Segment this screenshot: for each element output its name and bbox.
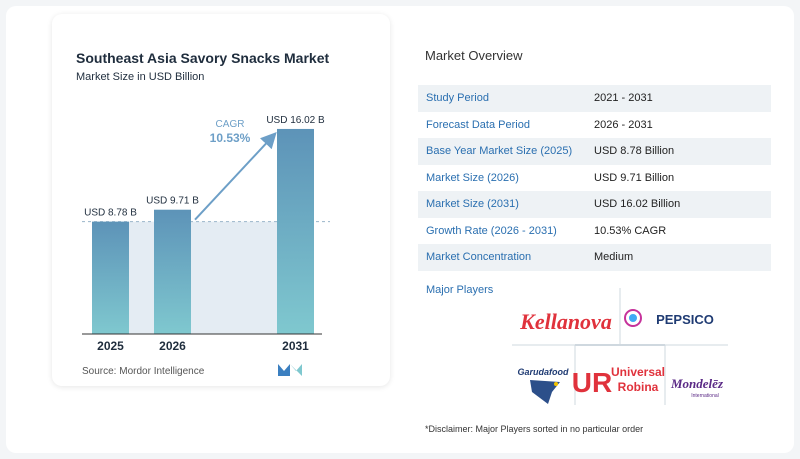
- overview-row: Market Size (2026) USD 9.71 Billion: [418, 165, 771, 192]
- overview-key: Study Period: [426, 92, 489, 105]
- category-label: 2026: [159, 339, 186, 353]
- bar-2025: [92, 221, 129, 334]
- svg-text:Kellanova: Kellanova: [519, 309, 612, 334]
- overview-key: Forecast Data Period: [426, 118, 530, 131]
- overview-value: 2026 - 2031: [594, 118, 653, 131]
- value-label: USD 16.02 B: [266, 115, 325, 126]
- bar-2031: [277, 128, 314, 334]
- svg-text:PEPSICO: PEPSICO: [656, 312, 714, 327]
- disclaimer: *Disclaimer: Major Players sorted in no …: [425, 424, 644, 434]
- cagr-label: CAGR: [216, 119, 245, 130]
- overview-value: 10.53% CAGR: [594, 224, 667, 237]
- svg-text:Universal: Universal: [611, 365, 665, 379]
- overview-value: USD 16.02 Billion: [594, 198, 681, 211]
- overview-row: Market Size (2031) USD 16.02 Billion: [418, 191, 771, 218]
- garudafood-logo: Garudafood: [518, 367, 570, 404]
- overview-row: Study Period 2021 - 2031: [418, 85, 771, 112]
- pepsico-logo: PEPSICO: [624, 309, 714, 327]
- svg-text:Robina: Robina: [618, 380, 659, 394]
- svg-text:UR: UR: [572, 367, 612, 398]
- svg-text:Garudafood: Garudafood: [518, 367, 570, 377]
- source-note: Source: Mordor Intelligence: [82, 366, 205, 377]
- category-label: 2025: [97, 339, 124, 353]
- mondelez-logo: Mondelēz International: [670, 376, 724, 399]
- svg-text:Mondelēz: Mondelēz: [670, 376, 724, 391]
- base-level-shade: [129, 221, 277, 334]
- overview-key: Base Year Market Size (2025): [426, 145, 573, 158]
- overview-row: Base Year Market Size (2025) USD 8.78 Bil…: [418, 138, 771, 165]
- overview-title: Market Overview: [425, 48, 523, 63]
- overview-row: Market Concentration Medium: [418, 244, 771, 271]
- cagr-value: 10.53%: [210, 131, 251, 145]
- overview-key: Market Size (2031): [426, 198, 519, 211]
- overview-value: USD 8.78 Billion: [594, 145, 675, 158]
- category-label: 2031: [282, 339, 309, 353]
- chart-title: Southeast Asia Savory Snacks Market: [76, 50, 330, 66]
- major-players-title: Major Players: [426, 284, 494, 296]
- value-label: USD 9.71 B: [146, 196, 199, 207]
- kellanova-logo: Kellanova: [519, 309, 612, 334]
- overview-key: Market Concentration: [426, 251, 532, 264]
- overview-value: 2021 - 2031: [594, 92, 653, 105]
- universal-robina-logo: UR Universal Robina: [572, 365, 665, 398]
- overview-value: USD 9.71 Billion: [594, 171, 675, 184]
- svg-text:International: International: [691, 393, 719, 399]
- overview-value: Medium: [594, 251, 634, 264]
- overview-row: Growth Rate (2026 - 2031) 10.53% CAGR: [418, 218, 771, 245]
- overview-key: Market Size (2026): [426, 171, 519, 184]
- mordor-intelligence-logo: [278, 364, 302, 376]
- chart-subtitle: Market Size in USD Billion: [76, 71, 205, 83]
- cagr-arrow: [194, 132, 277, 221]
- overview-table: Study Period 2021 - 2031 Forecast Data Per…: [418, 85, 771, 271]
- value-label: USD 8.78 B: [84, 208, 137, 219]
- bar-2026: [154, 209, 191, 334]
- overview-row: Forecast Data Period 2026 - 2031: [418, 112, 771, 139]
- overview-key: Growth Rate (2026 - 2031): [426, 224, 557, 237]
